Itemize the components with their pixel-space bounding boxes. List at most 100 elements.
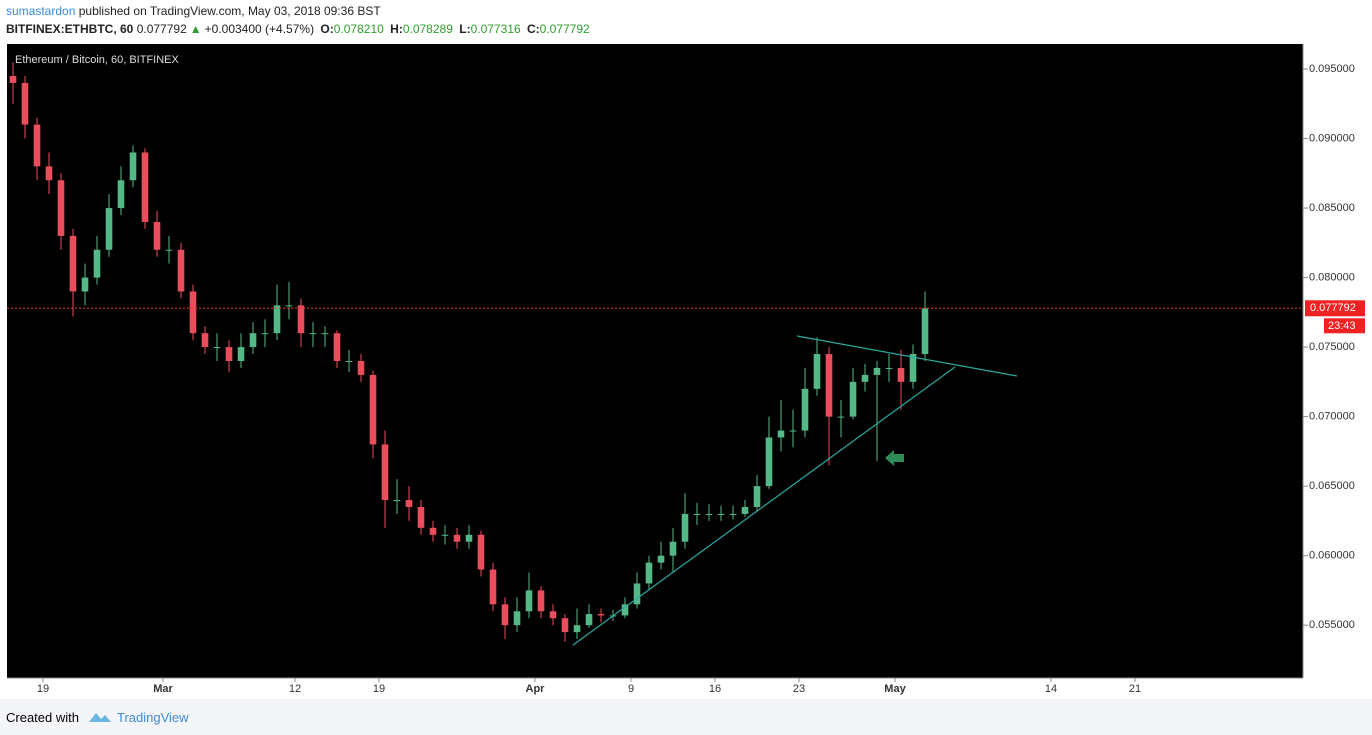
candle-body bbox=[753, 486, 761, 507]
candle-body bbox=[501, 604, 509, 626]
candle-body bbox=[729, 513, 737, 515]
candle-body bbox=[549, 611, 557, 619]
candle-body bbox=[525, 590, 533, 612]
candle-body bbox=[141, 152, 149, 222]
arrow: ▲ bbox=[189, 22, 202, 36]
candle-body bbox=[33, 124, 41, 167]
candle-body bbox=[129, 152, 137, 181]
candle-body bbox=[777, 430, 785, 438]
x-tick-label: 16 bbox=[709, 683, 721, 695]
chart: Ethereum / Bitcoin, 60, BITFINEX 0.05500… bbox=[7, 44, 1365, 695]
trendline-support[interactable] bbox=[572, 366, 956, 646]
candle-body bbox=[93, 249, 101, 278]
countdown-box bbox=[1324, 318, 1365, 334]
low: 0.077316 bbox=[470, 22, 521, 36]
candle-body bbox=[573, 625, 581, 633]
candle-body bbox=[369, 374, 377, 445]
candle-body bbox=[465, 534, 473, 542]
candle-body bbox=[585, 614, 593, 626]
candle-body bbox=[921, 308, 929, 355]
candle-body bbox=[417, 506, 425, 528]
candle-body bbox=[453, 534, 461, 542]
x-tick-label: 21 bbox=[1129, 683, 1141, 695]
candle-body bbox=[249, 333, 257, 348]
high: 0.078289 bbox=[402, 22, 453, 36]
candle-body bbox=[429, 527, 437, 535]
candle-body bbox=[81, 277, 89, 292]
x-tick-label: May bbox=[884, 683, 906, 695]
candle-body bbox=[201, 333, 209, 348]
open-label: O: bbox=[320, 22, 334, 36]
candle-body bbox=[69, 235, 77, 292]
last-price-label: 0.077792 bbox=[1310, 302, 1356, 314]
candle-body bbox=[561, 618, 569, 633]
candle-body bbox=[825, 354, 833, 417]
candle-body bbox=[537, 590, 545, 612]
candle-body bbox=[765, 437, 773, 487]
close: 0.077792 bbox=[539, 22, 590, 36]
candle-body bbox=[741, 506, 749, 514]
y-tick-label: 0.055000 bbox=[1309, 619, 1355, 631]
candle-body bbox=[405, 500, 413, 507]
candle-body bbox=[657, 555, 665, 563]
candle-body bbox=[597, 614, 605, 616]
last: 0.077792 bbox=[136, 22, 187, 36]
plot-background bbox=[7, 44, 1303, 678]
candle-body bbox=[9, 75, 17, 83]
candle-body bbox=[513, 611, 521, 626]
x-tick-label: 9 bbox=[628, 683, 634, 695]
change: +0.003400 (+4.57%) bbox=[204, 22, 315, 36]
countdown: 23:43 bbox=[1328, 320, 1356, 332]
candle-body bbox=[177, 249, 185, 292]
candle-body bbox=[861, 374, 869, 382]
candle-body bbox=[273, 305, 281, 334]
candle-body bbox=[333, 333, 341, 361]
candle-body bbox=[789, 430, 797, 432]
last-price-box bbox=[1305, 300, 1365, 317]
candle-body bbox=[885, 367, 893, 369]
low-label: L: bbox=[459, 22, 471, 36]
candle-body bbox=[621, 604, 629, 616]
x-tick-label: 19 bbox=[37, 683, 49, 695]
y-tick-label: 0.060000 bbox=[1309, 550, 1355, 562]
logo bbox=[89, 713, 111, 722]
candle-body bbox=[645, 562, 653, 584]
y-tick-label: 0.075000 bbox=[1309, 341, 1355, 353]
candle-body bbox=[117, 180, 125, 209]
candle-body bbox=[321, 333, 329, 335]
candle-body bbox=[801, 388, 809, 431]
brand[interactable]: TradingView bbox=[117, 710, 189, 725]
trendline-resistance[interactable] bbox=[796, 335, 1018, 377]
candle-body bbox=[105, 208, 113, 250]
candle-body bbox=[345, 361, 353, 362]
candle-body bbox=[357, 361, 365, 375]
candle-body bbox=[873, 367, 881, 375]
candle-body bbox=[717, 513, 725, 515]
y-tick-label: 0.095000 bbox=[1309, 63, 1355, 75]
x-tick-label: 12 bbox=[289, 683, 301, 695]
candle-body bbox=[381, 444, 389, 501]
footer: Created with TradingView bbox=[0, 699, 1372, 735]
x-tick-label: Apr bbox=[526, 683, 546, 695]
candle-body bbox=[189, 291, 197, 334]
arrow-annotation[interactable] bbox=[885, 450, 904, 466]
candle-body bbox=[897, 367, 905, 382]
candle-body bbox=[309, 333, 317, 335]
candle-body bbox=[909, 354, 917, 382]
header-line-1: sumastardon published on TradingView.com… bbox=[6, 4, 384, 18]
y-tick-label: 0.065000 bbox=[1309, 480, 1355, 492]
x-tick-label: 23 bbox=[793, 683, 805, 695]
symbol: BITFINEX:ETHBTC, 60 bbox=[6, 22, 134, 36]
candle-body bbox=[393, 500, 401, 502]
author[interactable]: sumastardon bbox=[6, 4, 76, 18]
y-tick-label: 0.090000 bbox=[1309, 132, 1355, 144]
candle-body bbox=[669, 541, 677, 556]
published: published on TradingView.com, May 03, 20… bbox=[78, 4, 381, 18]
x-tick-label: 14 bbox=[1045, 683, 1057, 695]
candle-body bbox=[285, 305, 293, 307]
open: 0.078210 bbox=[333, 22, 384, 36]
candle-body bbox=[237, 347, 245, 361]
candle-body bbox=[477, 534, 485, 570]
y-tick-label: 0.070000 bbox=[1309, 411, 1355, 423]
